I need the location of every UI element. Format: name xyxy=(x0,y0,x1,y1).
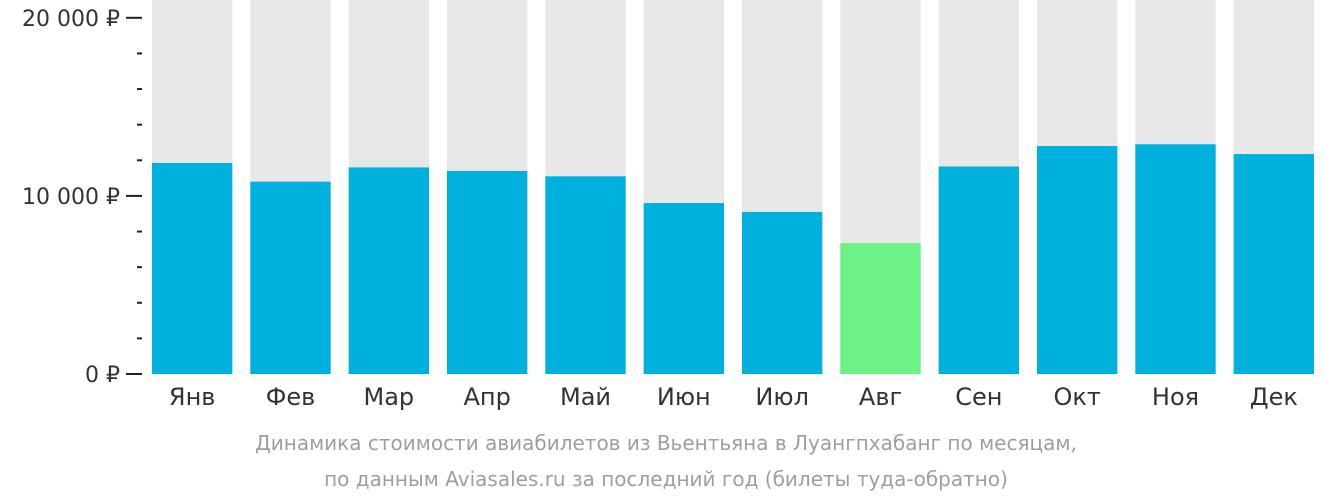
x-tick-label: Ноя xyxy=(1152,383,1199,411)
bar-chart: 0 ₽ 10 000 ₽ 20 000 ₽ Янв Фев Мар Апр Май Июн Ию… xyxy=(22,0,1314,411)
bar-9 xyxy=(938,166,1019,374)
x-tick-label: Авг xyxy=(859,383,902,411)
bar-7 xyxy=(742,211,823,374)
y-tick-label: 20 000 ₽ xyxy=(22,7,120,32)
price-bars xyxy=(152,144,1314,374)
y-tick-label: 10 000 ₽ xyxy=(22,185,120,210)
x-tick-label: Дек xyxy=(1250,383,1298,411)
bar-4 xyxy=(447,170,528,374)
x-tick-label: Мар xyxy=(364,383,415,411)
y-tick-label: 0 ₽ xyxy=(85,363,120,388)
x-tick-label: Фев xyxy=(266,383,316,411)
x-tick-label: Сен xyxy=(955,383,1002,411)
bar-6 xyxy=(643,203,724,374)
x-tick-label: Янв xyxy=(169,383,216,411)
bar-11 xyxy=(1135,144,1216,374)
chart-caption-line-1: Динамика стоимости авиабилетов из Вьенть… xyxy=(255,431,1077,455)
bar-5 xyxy=(545,176,626,374)
x-tick-label: Июн xyxy=(657,383,711,411)
chart-caption-line-2: по данным Aviasales.ru за последний год … xyxy=(324,467,1008,491)
bar-10 xyxy=(1037,146,1118,374)
bar-8 xyxy=(840,243,921,374)
x-tick-label: Июл xyxy=(755,383,809,411)
x-axis-labels: Янв Фев Мар Апр Май Июн Июл Авг Сен Окт Ноя Дек xyxy=(169,383,1298,411)
x-tick-label: Апр xyxy=(463,383,510,411)
bar-3 xyxy=(348,167,429,374)
bar-12 xyxy=(1233,154,1314,374)
x-tick-label: Окт xyxy=(1053,383,1100,411)
bar-2 xyxy=(250,181,331,374)
y-axis: 0 ₽ 10 000 ₽ 20 000 ₽ xyxy=(22,7,142,388)
x-tick-label: Май xyxy=(560,383,611,411)
bar-1 xyxy=(152,162,233,374)
